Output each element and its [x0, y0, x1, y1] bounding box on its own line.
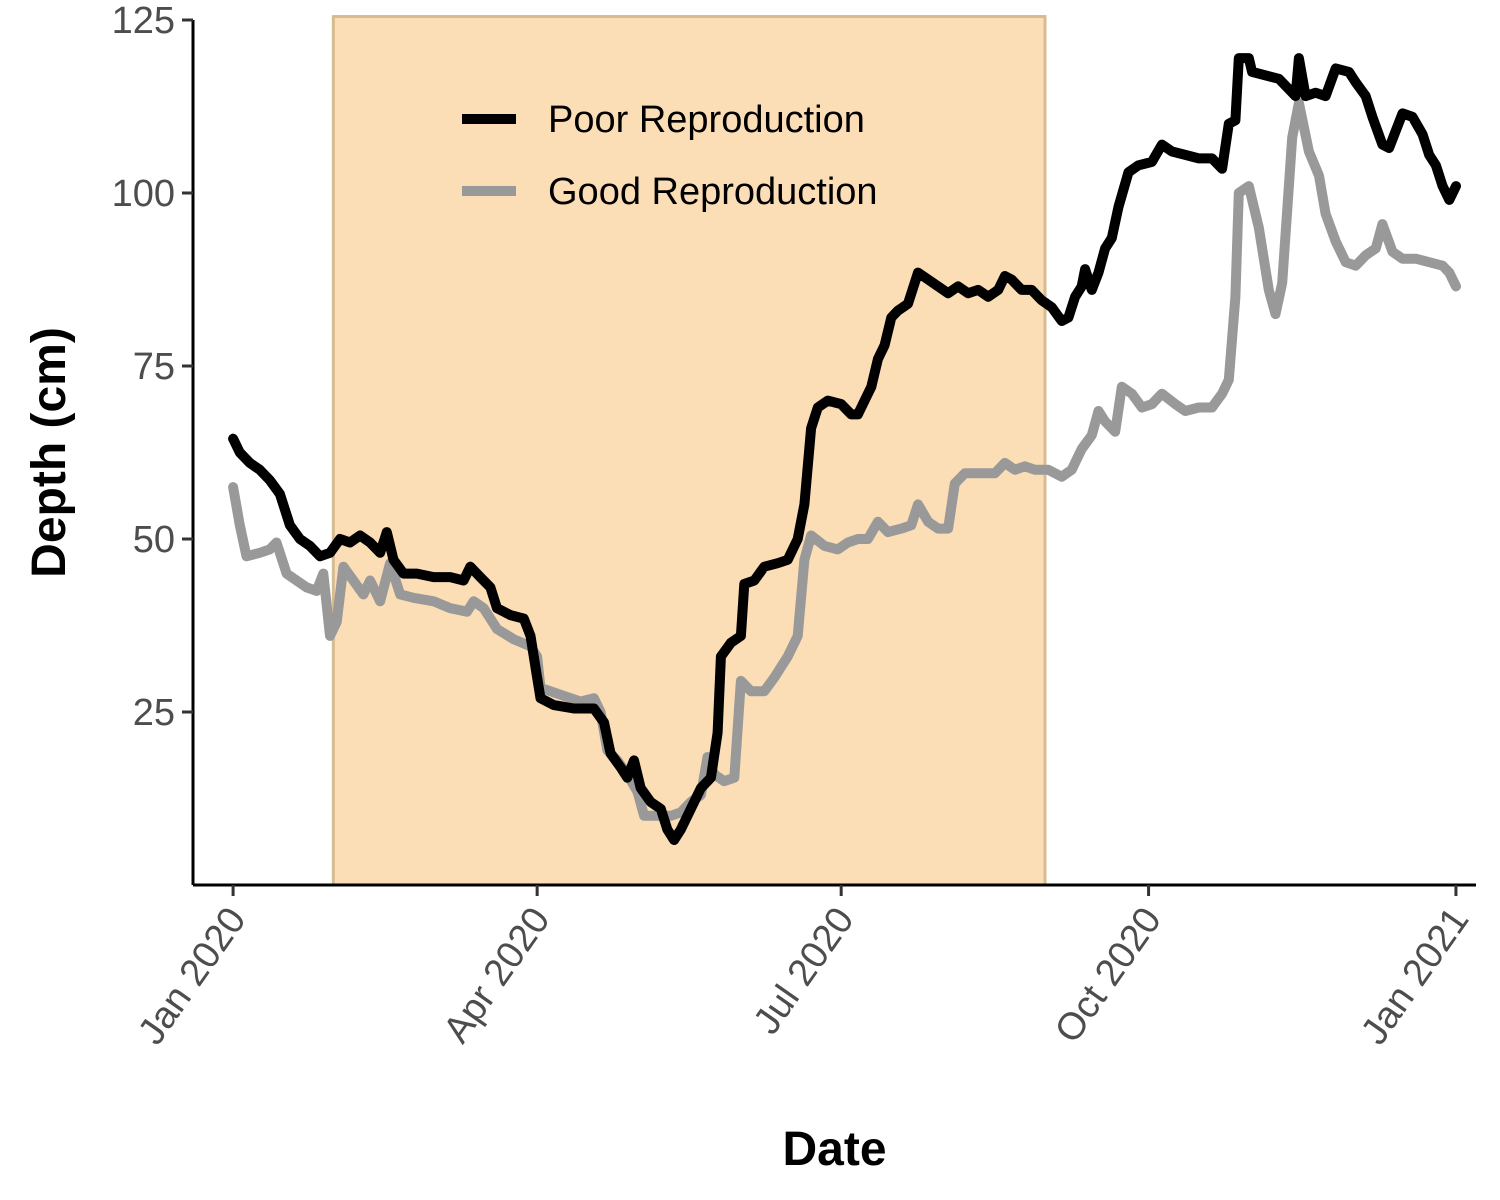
series-line-poor-reproduction [228, 53, 1461, 845]
legend: Poor Reproduction Good Reproduction [462, 99, 878, 213]
legend-label: Poor Reproduction [548, 99, 865, 141]
x-axis-title: Date [782, 1123, 886, 1176]
series-lines [228, 53, 1461, 845]
shaded-region-rect [331, 15, 1047, 887]
y-tick-label: 75 [133, 346, 175, 388]
legend-label: Good Reproduction [548, 171, 878, 213]
y-tick-label: 50 [133, 519, 175, 561]
y-tick-label: 25 [133, 692, 175, 734]
shaded-period [331, 15, 1047, 887]
y-tick-label: 125 [112, 0, 175, 42]
y-axis-title: Depth (cm) [23, 327, 76, 578]
y-tick-label: 100 [112, 173, 175, 215]
series-line-good-reproduction [228, 98, 1461, 821]
